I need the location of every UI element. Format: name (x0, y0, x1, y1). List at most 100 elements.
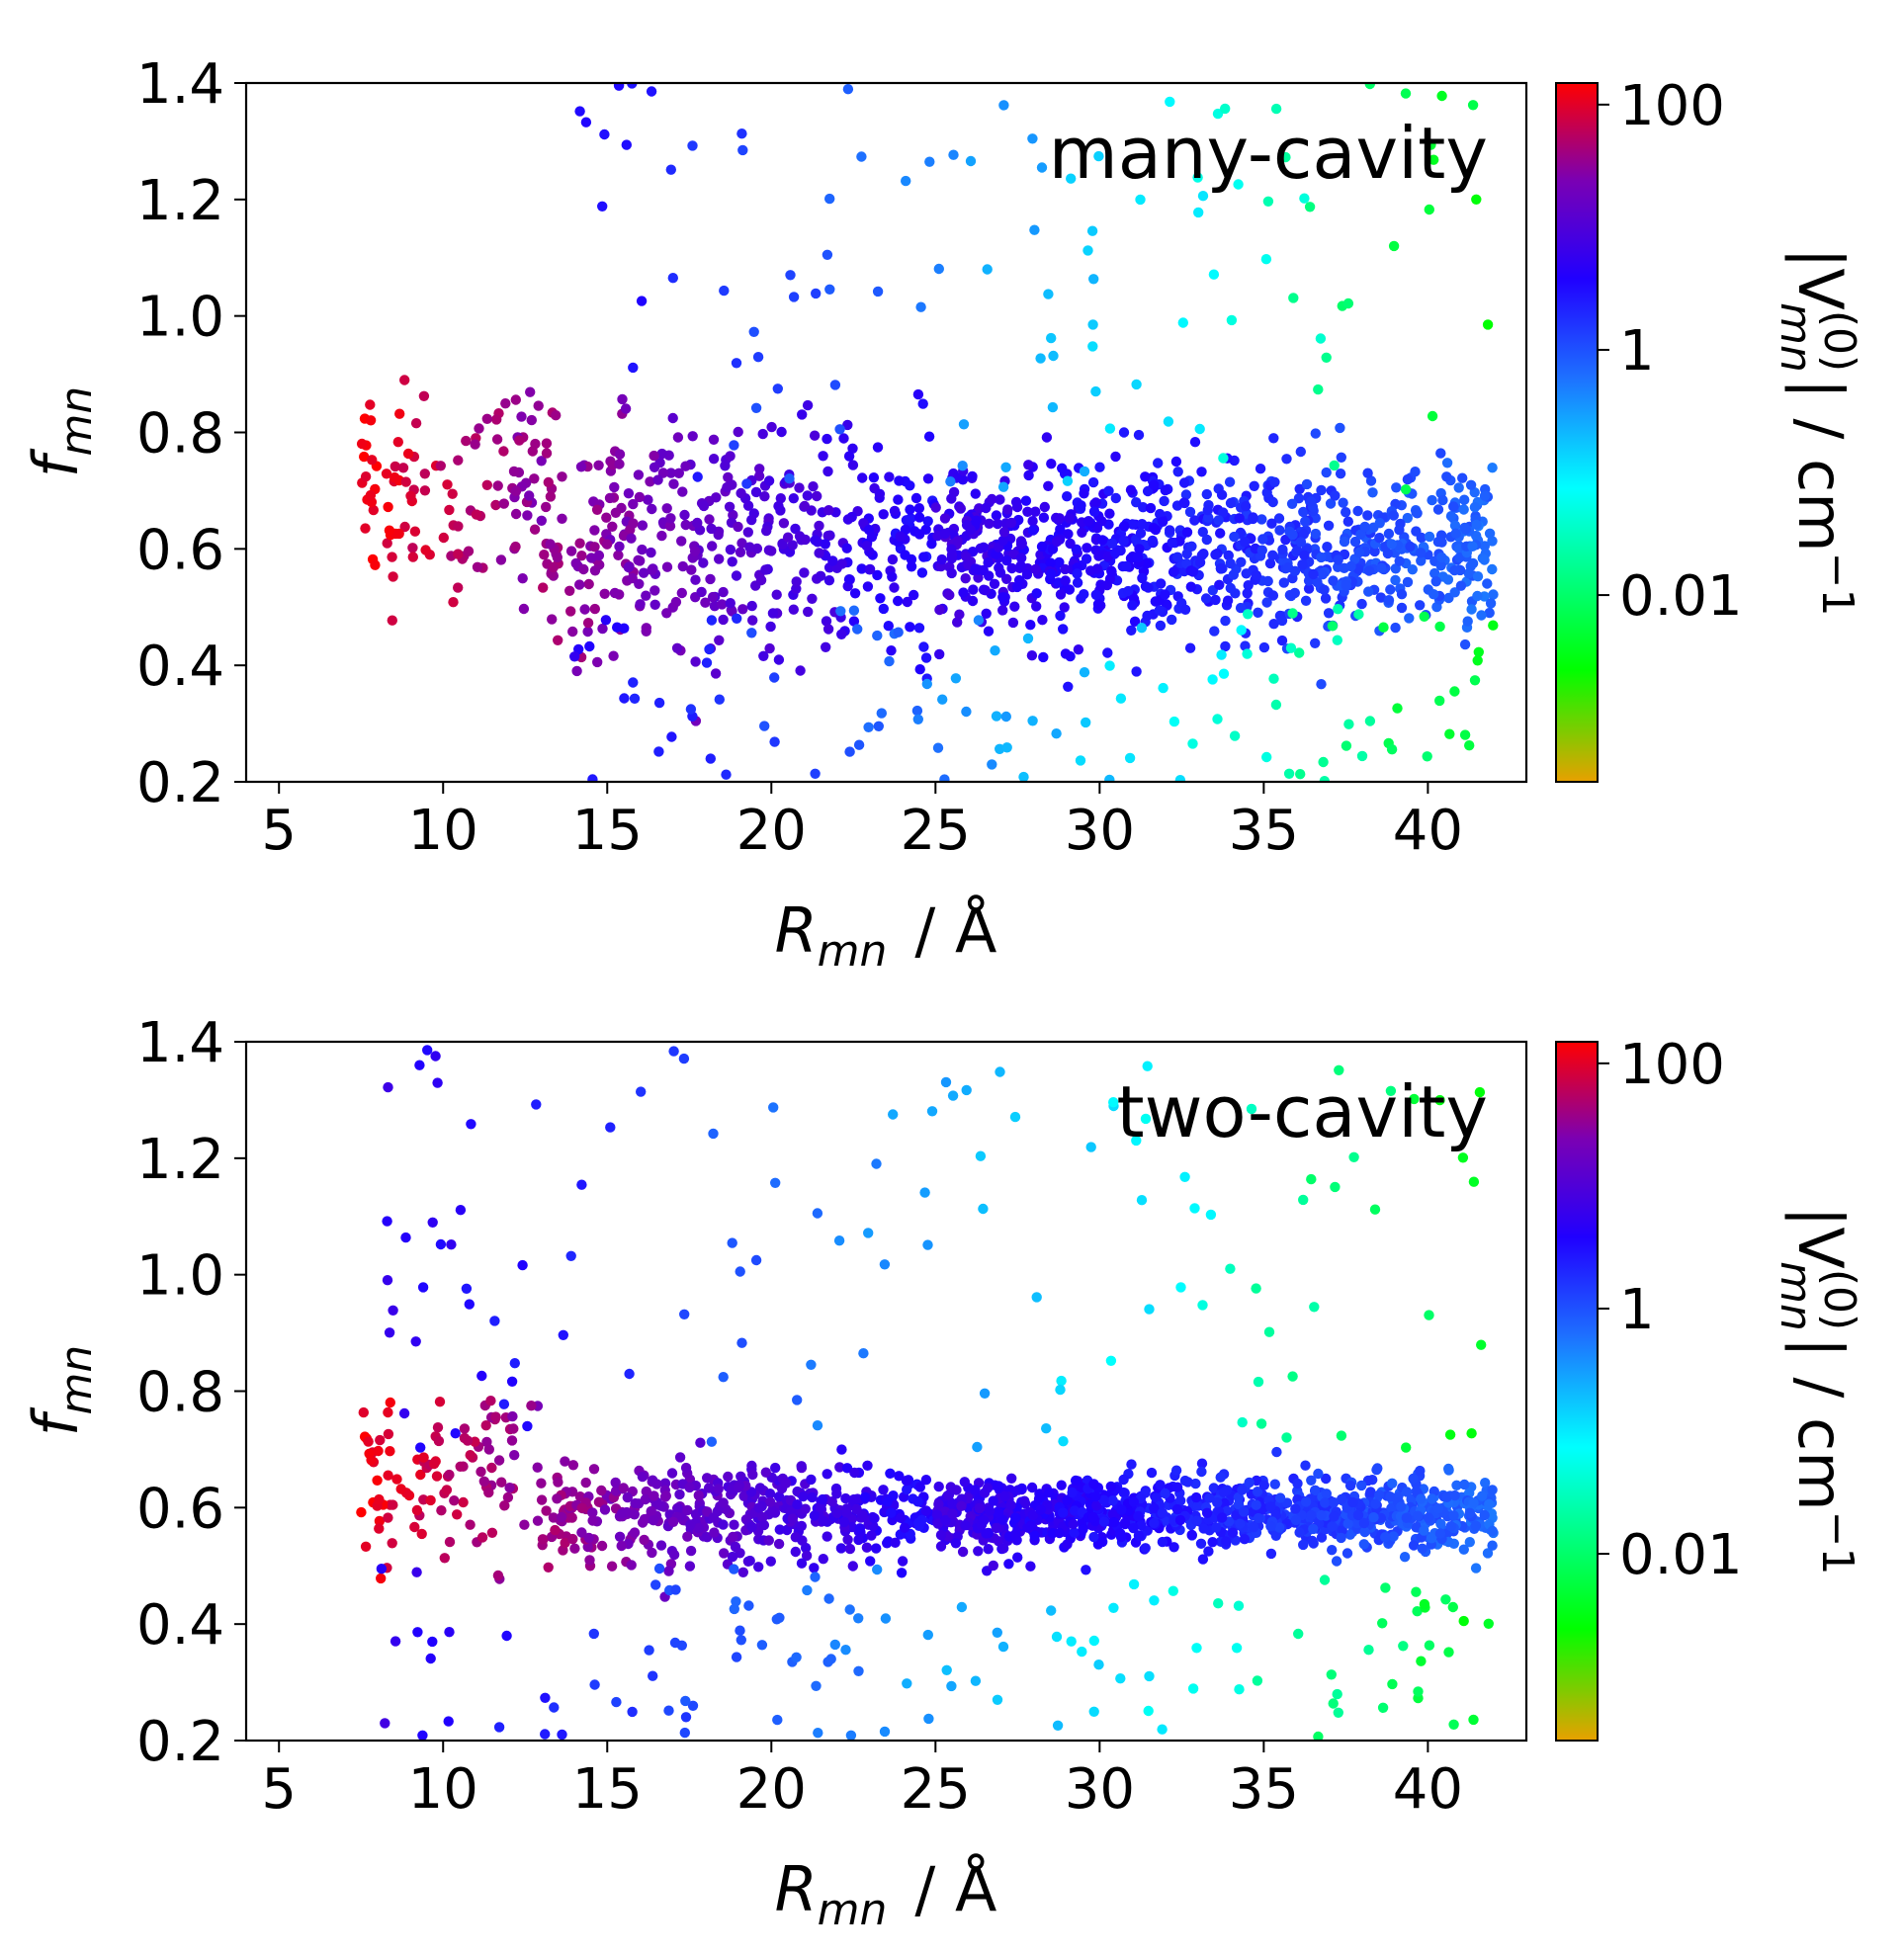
data-point (914, 1482, 925, 1492)
data-point (1445, 511, 1457, 522)
data-point (1374, 1489, 1385, 1500)
data-point (1228, 569, 1240, 580)
data-point (970, 563, 981, 574)
data-point (1025, 1561, 1036, 1572)
data-point (798, 1490, 809, 1502)
data-point (1179, 1171, 1190, 1183)
data-point (567, 626, 578, 638)
data-point (1197, 527, 1209, 538)
data-point (1235, 602, 1247, 614)
data-point (443, 1716, 454, 1727)
data-point (597, 623, 608, 635)
data-point (872, 442, 884, 453)
data-point (453, 582, 464, 593)
data-point (533, 400, 544, 411)
data-point (1177, 317, 1189, 328)
data-point (416, 1528, 427, 1540)
data-point (673, 468, 684, 478)
data-point (1349, 536, 1361, 548)
data-point (1364, 716, 1376, 726)
data-point (1429, 567, 1440, 579)
data-point (1459, 522, 1470, 534)
data-point (693, 1523, 704, 1534)
data-point (610, 1477, 621, 1489)
data-point (1189, 1203, 1200, 1214)
data-point (718, 1372, 729, 1383)
data-point (1208, 269, 1220, 280)
data-point (746, 1460, 757, 1472)
data-point (1469, 675, 1481, 686)
data-point (637, 1471, 649, 1483)
data-point (787, 1513, 798, 1524)
data-point (388, 1305, 398, 1317)
data-point (414, 1060, 425, 1070)
data-point (684, 1482, 695, 1493)
data-point (946, 567, 957, 579)
data-point (1060, 648, 1072, 659)
data-point (1336, 452, 1347, 463)
data-point (1072, 577, 1083, 588)
data-point (1441, 1491, 1452, 1503)
data-point (587, 774, 598, 782)
data-point (1390, 574, 1401, 586)
data-point (1186, 541, 1197, 552)
data-point (706, 615, 718, 626)
data-point (851, 1503, 862, 1515)
data-point (746, 1521, 757, 1533)
data-point (797, 409, 808, 420)
data-point (1342, 298, 1354, 309)
data-point (518, 603, 530, 615)
data-point (1399, 1552, 1411, 1563)
data-point (1118, 427, 1130, 438)
data-point (849, 1467, 860, 1479)
data-point (1359, 1526, 1370, 1538)
data-point (627, 83, 638, 89)
data-point (719, 1548, 730, 1559)
data-point (812, 1420, 823, 1431)
data-point (1027, 516, 1038, 527)
data-point (1424, 204, 1435, 215)
data-point (920, 652, 932, 663)
data-point (471, 509, 482, 520)
data-point (1316, 1532, 1328, 1543)
data-point (1462, 616, 1473, 627)
data-point (1106, 538, 1118, 549)
data-point (1056, 1480, 1067, 1490)
data-point (450, 1428, 461, 1439)
data-point (847, 1561, 858, 1572)
data-point (1035, 1504, 1046, 1515)
data-point (668, 478, 679, 489)
data-point (937, 694, 948, 705)
data-point (1261, 751, 1272, 763)
data-point (1306, 1173, 1317, 1185)
data-point (551, 410, 562, 421)
data-point (918, 641, 929, 652)
data-point (1290, 1514, 1302, 1526)
data-point (376, 1564, 388, 1574)
data-point (727, 1237, 737, 1248)
data-point (1141, 557, 1153, 569)
data-point (1471, 519, 1482, 531)
data-point (1416, 1493, 1427, 1504)
data-point (956, 1601, 968, 1613)
data-point (491, 434, 503, 445)
data-point (895, 531, 906, 542)
data-point (711, 492, 722, 503)
data-point (1195, 1538, 1207, 1550)
data-point (417, 1730, 428, 1741)
data-point (466, 1119, 476, 1130)
data-point (1165, 96, 1175, 108)
data-point (833, 1235, 845, 1246)
y-tick-label: 1.4 (136, 52, 224, 117)
data-point (978, 564, 989, 576)
data-point (1118, 536, 1129, 547)
data-point (857, 472, 868, 483)
data-point (657, 468, 669, 478)
colorbar-tick-label: 100 (1619, 1033, 1725, 1097)
x-tick-label: 40 (1393, 1757, 1463, 1822)
data-point (1054, 556, 1065, 568)
data-point (730, 1541, 741, 1553)
data-point (723, 1471, 734, 1483)
data-point (710, 668, 722, 679)
data-point (1294, 1527, 1305, 1538)
